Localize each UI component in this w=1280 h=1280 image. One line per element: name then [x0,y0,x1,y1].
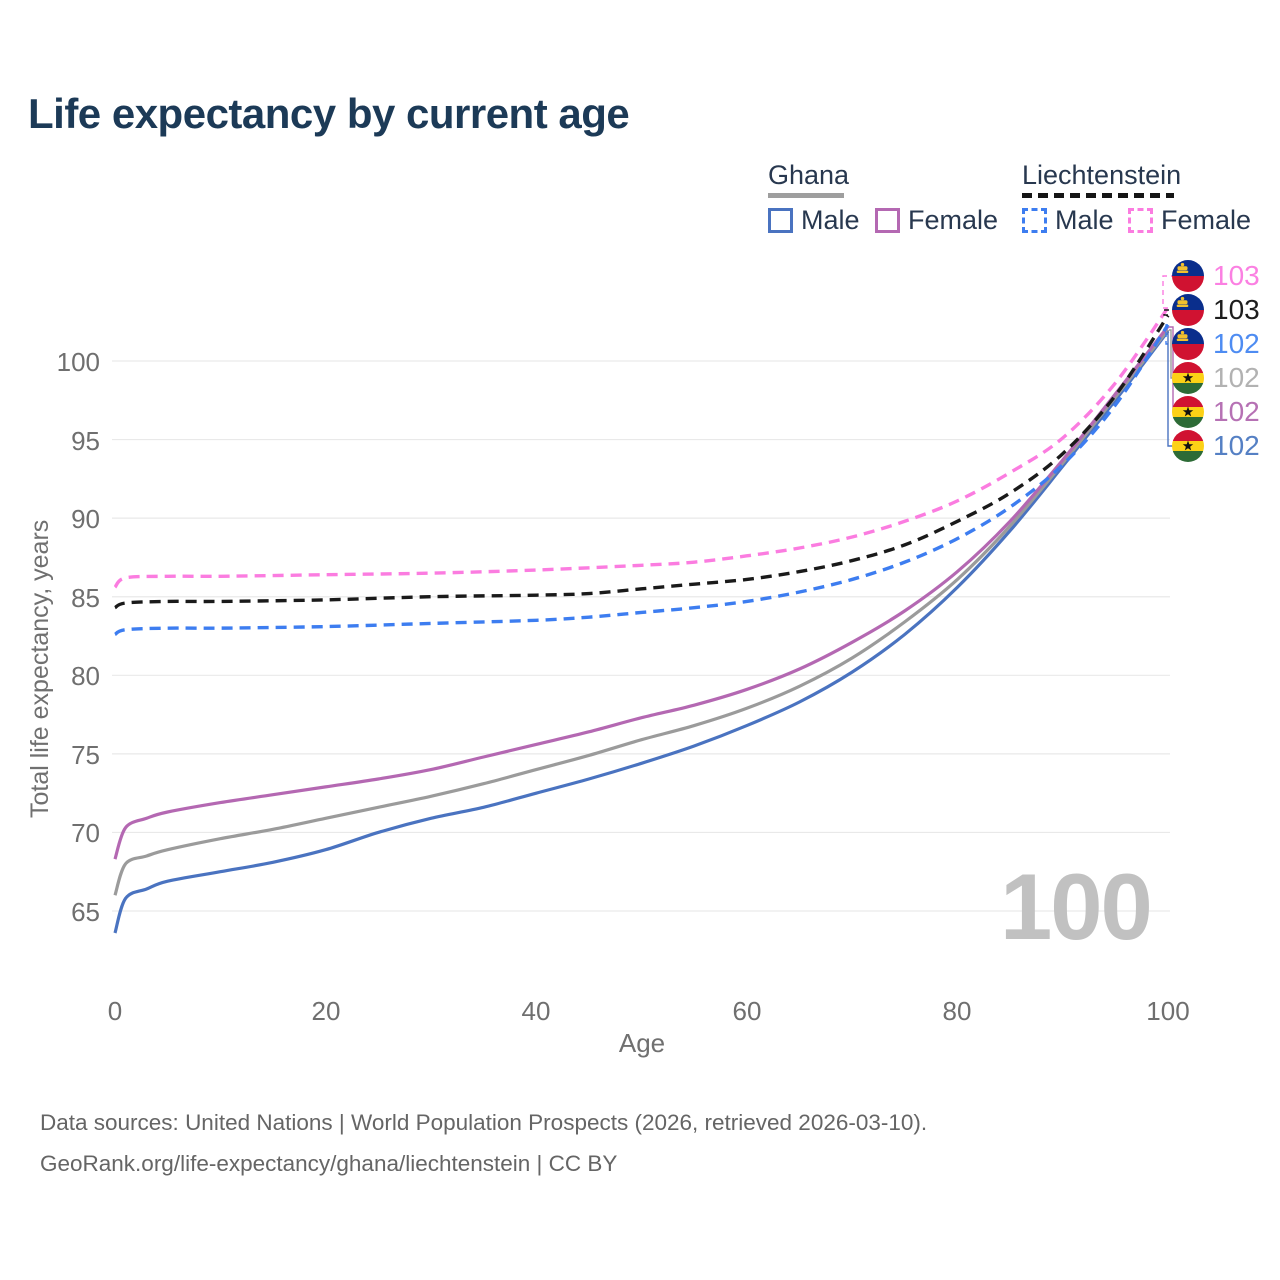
x-tick-60: 60 [732,996,762,1026]
end-label-ghana-both: 102 [1172,362,1260,394]
y-tick-65: 65 [71,897,100,927]
y-tick-95: 95 [71,426,100,456]
footer-attribution: GeoRank.org/life-expectancy/ghana/liecht… [40,1151,618,1176]
ghana-flag-icon [1172,362,1204,394]
end-label-value: 102 [1213,328,1260,359]
end-label-value: 102 [1213,362,1260,393]
legend-swatch-ghana-female[interactable] [875,208,900,233]
y-tick-80: 80 [71,661,100,691]
y-axis-title: Total life expectancy, years [26,519,54,818]
legend-swatch-liechtenstein-male[interactable] [1022,208,1047,233]
x-tick-40: 40 [521,996,551,1026]
legend-group-liechtenstein: Liechtenstein [1022,160,1182,190]
x-tick-0: 0 [107,996,123,1026]
legend-label-liechtenstein-male[interactable]: Male [1055,205,1114,235]
legend-label-ghana-female[interactable]: Female [908,205,999,235]
footer-data-sources: Data sources: United Nations | World Pop… [40,1110,928,1135]
x-axis-title: Age [618,1028,666,1058]
y-tick-100: 100 [56,347,100,377]
y-tick-85: 85 [71,583,100,613]
liechtenstein-flag-icon [1172,328,1204,360]
end-label-value: 102 [1213,430,1260,461]
end-label-value: 103 [1213,294,1260,325]
ghana-solid-line-swatch [768,193,844,198]
ghana-flag-icon [1172,396,1204,428]
ghana-flag-icon [1172,430,1204,462]
x-tick-80: 80 [942,996,972,1026]
end-label-ghana-male: 102 [1172,430,1260,462]
y-tick-90: 90 [71,504,100,534]
liechtenstein-dashed-line-swatch [1022,193,1174,198]
end-label-liechtenstein-male: 102 [1172,328,1260,360]
legend-group-ghana: Ghana [768,160,850,190]
age-watermark: 100 [1000,854,1153,959]
y-tick-75: 75 [71,740,100,770]
x-tick-20: 20 [311,996,341,1026]
liechtenstein-flag-icon [1172,260,1204,292]
end-label-value: 102 [1213,396,1260,427]
end-label-ghana-female: 102 [1172,396,1260,428]
page-title: Life expectancy by current age [28,90,630,137]
legend-label-ghana-male[interactable]: Male [801,205,860,235]
legend-swatch-liechtenstein-female[interactable] [1128,208,1153,233]
x-tick-100: 100 [1146,996,1190,1026]
end-label-value: 103 [1213,260,1260,291]
end-label-liechtenstein-both: 103 [1172,294,1260,326]
end-label-liechtenstein-female: 103 [1172,260,1260,292]
legend-swatch-ghana-male[interactable] [768,208,793,233]
y-tick-70: 70 [71,818,100,848]
legend-label-liechtenstein-female[interactable]: Female [1161,205,1252,235]
liechtenstein-flag-icon [1172,294,1204,326]
